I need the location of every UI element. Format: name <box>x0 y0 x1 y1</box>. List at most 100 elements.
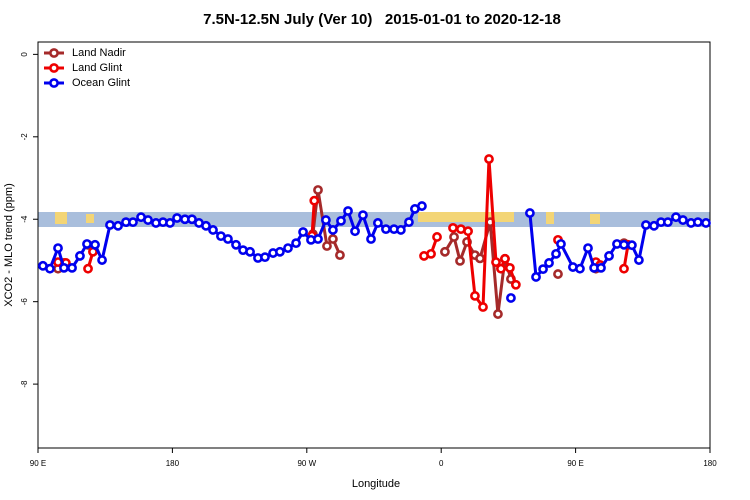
land-patch <box>55 212 67 224</box>
legend-label: Land Nadir <box>72 47 126 59</box>
y-tick-label: -8 <box>20 380 29 388</box>
data-point <box>128 217 138 228</box>
data-point <box>275 246 285 257</box>
data-point <box>583 243 593 253</box>
data-point <box>426 248 436 259</box>
data-point <box>551 248 561 259</box>
y-axis-title: XCO2 - MLO trend (ppm) <box>3 183 15 306</box>
data-point <box>470 291 480 301</box>
x-tick-label: 0 <box>439 459 444 468</box>
data-point <box>187 214 197 225</box>
data-point <box>322 241 332 251</box>
data-point <box>626 240 637 251</box>
data-point <box>649 220 659 231</box>
data-point <box>417 201 427 211</box>
data-point <box>510 279 521 290</box>
data-point <box>75 251 85 261</box>
land-patch <box>418 212 514 222</box>
y-tick-label: 0 <box>20 52 29 57</box>
data-point <box>641 220 651 230</box>
data-point <box>260 252 270 263</box>
series-line <box>57 157 630 309</box>
data-point <box>105 220 115 230</box>
land-patch <box>86 214 94 223</box>
y-tick-label: -4 <box>20 215 29 223</box>
land-patch <box>590 214 600 224</box>
data-point <box>143 215 153 225</box>
data-point <box>350 226 360 237</box>
data-point <box>336 215 346 226</box>
x-axis-title: Longitude <box>352 478 400 490</box>
data-point <box>604 251 614 261</box>
data-point <box>358 210 368 221</box>
data-point <box>172 213 182 223</box>
data-point <box>478 302 488 312</box>
data-point <box>701 218 711 228</box>
data-point <box>553 269 563 279</box>
data-point <box>693 217 703 228</box>
legend-label: Land Glint <box>72 62 122 74</box>
data-point <box>506 293 516 303</box>
data-point <box>328 234 338 244</box>
legend-marker <box>49 78 59 88</box>
data-point <box>449 232 459 242</box>
data-point <box>223 234 233 244</box>
y-tick-label: -6 <box>20 298 29 306</box>
data-point <box>83 263 93 274</box>
data-point <box>493 309 503 319</box>
x-tick-label: 90 E <box>567 459 583 468</box>
x-tick-label: 90 W <box>297 459 316 468</box>
chart-title: 7.5N-12.5N July (Ver 10) 2015-01-01 to 2… <box>203 11 561 28</box>
data-point <box>544 258 554 268</box>
data-point <box>53 243 63 253</box>
data-point <box>82 239 92 249</box>
data-point <box>496 263 506 274</box>
y-tick-label: -2 <box>20 133 29 141</box>
plot-frame <box>37 41 711 449</box>
data-point <box>208 225 218 235</box>
data-point <box>484 154 494 164</box>
legend: Land Nadir Land Glint Ocean Glint <box>44 47 130 89</box>
data-point <box>596 262 606 273</box>
data-point <box>328 225 338 235</box>
data-point <box>504 262 515 273</box>
data-point <box>463 226 473 237</box>
x-tick-label: 90 E <box>30 459 46 468</box>
data-point <box>395 225 406 235</box>
data-point <box>298 227 308 237</box>
data-point <box>201 220 211 231</box>
data-point <box>448 222 458 233</box>
data-point <box>67 262 77 273</box>
data-point <box>432 232 442 242</box>
data-point <box>525 208 535 218</box>
data-point <box>531 272 541 282</box>
data-point <box>619 239 629 250</box>
data-point <box>343 206 353 216</box>
data-point <box>575 263 585 274</box>
data-point <box>313 234 323 244</box>
data-point <box>231 239 241 250</box>
data-point <box>291 238 301 249</box>
data-point <box>440 246 450 257</box>
data-point <box>283 243 293 253</box>
data-point <box>634 255 644 265</box>
legend-label: Ocean Glint <box>72 77 130 89</box>
data-point <box>90 239 100 250</box>
data-point <box>475 253 485 264</box>
data-point <box>491 257 501 268</box>
data-point <box>381 224 391 235</box>
data-point <box>245 246 255 257</box>
legend-marker <box>49 48 59 58</box>
data-point <box>165 218 175 228</box>
data-point <box>113 220 123 231</box>
x-tick-label: 180 <box>703 459 717 468</box>
data-point <box>500 253 510 264</box>
data-point <box>404 217 414 228</box>
data-point <box>662 217 673 228</box>
data-point <box>313 185 323 195</box>
data-point <box>97 255 107 265</box>
data-point <box>309 195 320 206</box>
data-point <box>321 215 331 225</box>
data-point <box>335 250 345 260</box>
